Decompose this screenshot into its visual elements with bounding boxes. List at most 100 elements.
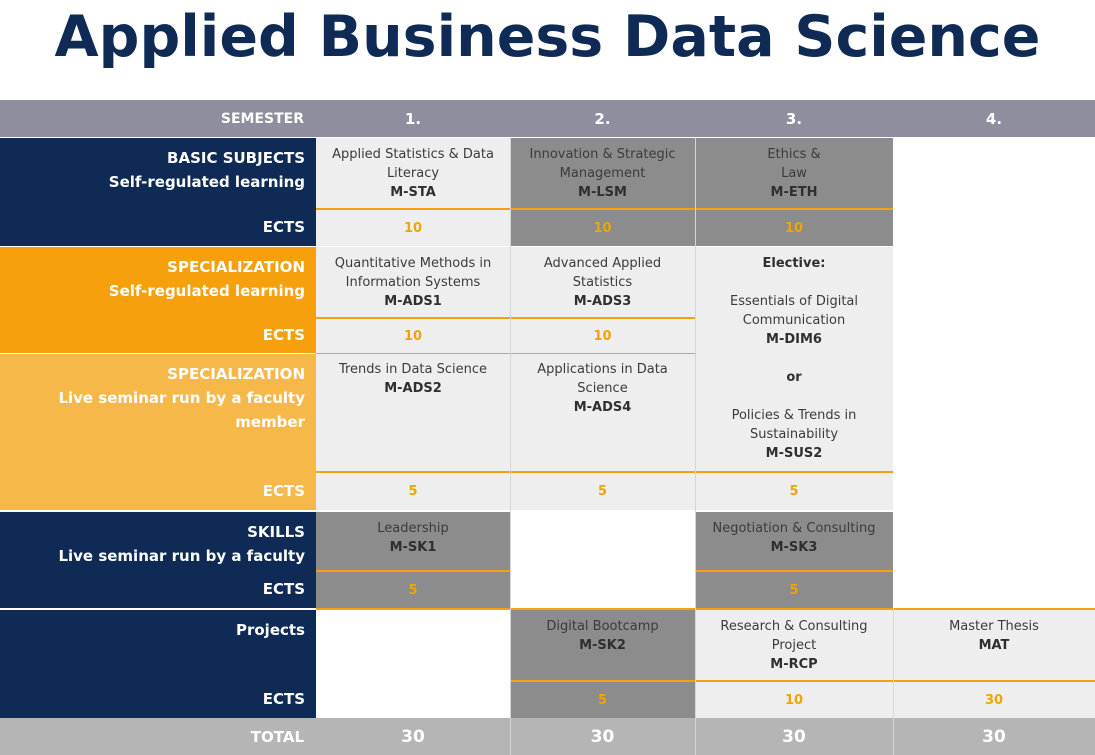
module-title: Ethics & — [767, 147, 821, 162]
total-semester-4: 30 — [893, 718, 1095, 755]
ects-divider — [510, 680, 1095, 682]
semester-3-header: 3. — [695, 100, 893, 137]
ects-value: 5 — [316, 473, 510, 510]
ects-divider — [316, 471, 893, 473]
ects-value: 10 — [316, 319, 510, 353]
module-code: M-STA — [390, 185, 436, 200]
total-semester-3: 30 — [695, 718, 893, 755]
total-semester-2: 30 — [510, 718, 695, 755]
module-title: Policies & Trends in — [731, 408, 857, 423]
specialization-self-label: SPECIALIZATION Self-regulated learning — [0, 247, 316, 317]
module-title: Law — [781, 166, 807, 181]
module-title: Trends in Data Science — [338, 362, 488, 377]
module-title: Management — [559, 166, 646, 181]
ects-divider — [316, 570, 510, 572]
module-code: M-ETH — [770, 185, 818, 200]
module-title: Essentials of Digital — [729, 294, 858, 309]
column-divider — [695, 138, 696, 755]
ects-value: 30 — [893, 682, 1095, 718]
module-m-sk1: Leadership M-SK1 — [316, 512, 510, 570]
module-title: Advanced Applied — [543, 256, 662, 271]
module-code: M-SK1 — [389, 540, 437, 555]
module-title: Information Systems — [345, 275, 481, 290]
ects-value: 5 — [316, 572, 510, 608]
elective-or: or — [786, 370, 802, 385]
specialization-subtitle: Self-regulated learning — [108, 282, 305, 300]
module-code: M-RCP — [770, 657, 818, 672]
module-m-rcp: Research & Consulting Project M-RCP — [695, 610, 893, 680]
skills-ects-label: ECTS — [0, 570, 316, 608]
module-mat: Master Thesis MAT — [893, 610, 1095, 680]
module-title: Communication — [742, 313, 846, 328]
projects-title: Projects — [235, 621, 305, 639]
module-code: M-SK3 — [770, 540, 818, 555]
module-code: M-ADS3 — [573, 294, 632, 309]
basic-subjects-title: BASIC SUBJECTS — [167, 149, 305, 167]
module-title: Statistics — [572, 275, 633, 290]
module-m-sk3: Negotiation & Consulting M-SK3 — [695, 512, 893, 570]
module-title: Master Thesis — [949, 619, 1039, 634]
specialization-subtitle: Live seminar run by a faculty member — [58, 389, 305, 431]
skills-label: SKILLS Live seminar run by a faculty mem… — [0, 512, 316, 589]
module-m-sk2: Digital Bootcamp M-SK2 — [510, 610, 695, 680]
specialization-live-label: SPECIALIZATION Live seminar run by a fac… — [0, 354, 316, 471]
module-title: Negotiation & Consulting — [712, 521, 876, 536]
module-title: Sustainability — [749, 427, 839, 442]
ects-divider — [695, 570, 893, 572]
semester-header: SEMESTER — [0, 100, 316, 137]
specialization-title: SPECIALIZATION — [167, 365, 305, 383]
module-m-sta: Applied Statistics & Data Literacy M-STA — [316, 138, 510, 208]
ects-value: 5 — [510, 473, 695, 510]
module-title: Project — [771, 638, 817, 653]
total-label: TOTAL — [0, 718, 316, 755]
ects-value: 10 — [510, 319, 695, 353]
semester-2-header: 2. — [510, 100, 695, 137]
projects-label: Projects — [0, 610, 316, 680]
module-code: M-ADS4 — [573, 400, 632, 415]
module-m-ads2: Trends in Data Science M-ADS2 — [316, 354, 510, 471]
ects-divider — [316, 208, 893, 210]
semester-4-header: 4. — [893, 100, 1095, 137]
skills-title: SKILLS — [247, 523, 305, 541]
basic-subjects-subtitle: Self-regulated learning — [108, 173, 305, 191]
specialization-live-ects-label: ECTS — [0, 471, 316, 510]
total-semester-1: 30 — [316, 718, 510, 755]
ects-value: 10 — [695, 682, 893, 718]
module-m-ads3: Advanced Applied Statistics M-ADS3 — [510, 247, 695, 317]
module-title: Research & Consulting — [720, 619, 868, 634]
ects-value: 10 — [316, 210, 510, 246]
module-code: M-SK2 — [579, 638, 626, 653]
module-title: Science — [577, 381, 628, 396]
ects-value: 10 — [510, 210, 695, 246]
module-title: Digital Bootcamp — [546, 619, 659, 634]
ects-divider — [316, 317, 695, 319]
module-title: Applications in Data — [537, 362, 668, 377]
basic-subjects-label: BASIC SUBJECTS Self-regulated learning — [0, 138, 316, 208]
specialization-self-ects-label: ECTS — [0, 317, 316, 353]
module-code: M-ADS2 — [384, 381, 442, 396]
module-title: Literacy — [386, 166, 440, 181]
ects-value: 10 — [695, 210, 893, 246]
basic-ects-label: ECTS — [0, 208, 316, 246]
module-m-eth: Ethics & Law M-ETH — [695, 138, 893, 208]
projects-ects-label: ECTS — [0, 680, 316, 718]
elective-heading: Elective: — [762, 256, 826, 271]
row-divider — [316, 608, 1095, 610]
module-code: MAT — [978, 638, 1010, 653]
ects-value: 5 — [695, 572, 893, 608]
module-title: Innovation & Strategic — [529, 147, 676, 162]
module-m-ads1: Quantitative Methods in Information Syst… — [316, 247, 510, 317]
ects-value: 5 — [510, 682, 695, 718]
module-code: M-ADS1 — [384, 294, 442, 309]
module-m-ads4: Applications in Data Science M-ADS4 — [510, 354, 695, 471]
module-title: Leadership — [377, 521, 449, 536]
module-code: M-LSM — [578, 185, 627, 200]
specialization-title: SPECIALIZATION — [167, 258, 305, 276]
module-title: Applied Statistics & Data — [332, 147, 494, 162]
column-divider — [893, 608, 894, 755]
module-code: M-SUS2 — [765, 446, 823, 461]
module-code: M-DIM6 — [766, 332, 822, 347]
module-m-lsm: Innovation & Strategic Management M-LSM — [510, 138, 695, 208]
elective-module: Elective: Essentials of Digital Communic… — [695, 247, 893, 471]
ects-value: 5 — [695, 473, 893, 510]
